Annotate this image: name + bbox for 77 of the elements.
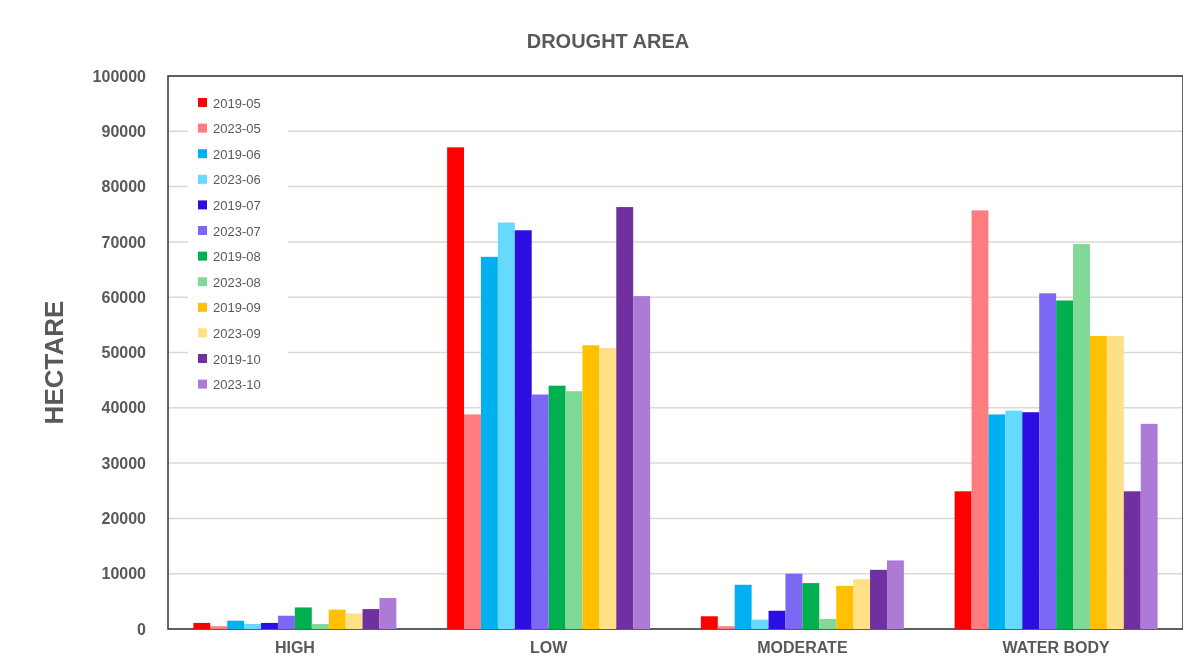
bar bbox=[193, 622, 211, 629]
y-tick-label: 0 bbox=[137, 620, 147, 638]
legend-label: 2023-10 bbox=[213, 377, 261, 393]
bar bbox=[480, 256, 498, 629]
bar bbox=[1106, 335, 1124, 629]
bar bbox=[599, 348, 617, 629]
bar bbox=[717, 626, 735, 629]
bar bbox=[294, 607, 312, 629]
bar bbox=[379, 598, 397, 629]
x-tick-label: LOW bbox=[529, 639, 569, 656]
bar bbox=[836, 585, 854, 629]
bar bbox=[1039, 293, 1057, 629]
bar bbox=[751, 619, 769, 629]
bar bbox=[210, 626, 228, 629]
legend-label: 2019-05 bbox=[213, 95, 261, 111]
y-tick-label: 90000 bbox=[101, 122, 147, 140]
y-tick-label: 60000 bbox=[101, 288, 147, 306]
bar bbox=[311, 624, 329, 629]
bar bbox=[954, 491, 972, 629]
legend-label: 2023-06 bbox=[213, 172, 261, 188]
x-tick-label: HIGH bbox=[274, 639, 315, 656]
y-tick-label: 70000 bbox=[101, 233, 147, 251]
bar bbox=[768, 610, 786, 629]
legend-label: 2019-09 bbox=[213, 300, 261, 316]
y-tick-label: 30000 bbox=[101, 454, 147, 472]
bar bbox=[548, 385, 566, 629]
bar bbox=[785, 573, 803, 629]
x-tick-label: MODERATE bbox=[757, 639, 848, 656]
bar bbox=[1073, 244, 1090, 629]
bar bbox=[971, 210, 989, 629]
bar bbox=[464, 414, 481, 629]
bar bbox=[1005, 410, 1023, 629]
legend-label: 2023-07 bbox=[213, 223, 261, 239]
legend-label: 2023-08 bbox=[213, 274, 261, 290]
legend-label: 2019-08 bbox=[213, 249, 261, 265]
legend-label: 2019-10 bbox=[213, 351, 261, 367]
y-tick-label: 20000 bbox=[101, 510, 147, 527]
bar bbox=[514, 230, 532, 629]
bar bbox=[277, 615, 295, 629]
bar bbox=[1056, 300, 1074, 629]
bar bbox=[870, 569, 887, 629]
bar bbox=[734, 584, 752, 629]
y-tick-label: 50000 bbox=[101, 344, 147, 362]
x-tick-label: WATER BODY bbox=[1002, 639, 1111, 656]
bar bbox=[227, 620, 245, 629]
bar bbox=[988, 414, 1006, 629]
chart-title: DROUGHT AREA bbox=[526, 30, 690, 52]
bar bbox=[886, 560, 904, 629]
bar bbox=[345, 613, 363, 629]
legend-label: 2023-05 bbox=[213, 121, 261, 137]
legend-label: 2019-07 bbox=[213, 197, 261, 213]
legend-label: 2023-09 bbox=[213, 325, 261, 341]
bar bbox=[565, 391, 583, 629]
y-tick-label: 100000 bbox=[92, 67, 147, 85]
bar bbox=[261, 622, 278, 629]
bar bbox=[1089, 335, 1107, 629]
bar bbox=[633, 296, 651, 629]
bar bbox=[531, 394, 549, 629]
bar bbox=[1140, 423, 1158, 629]
bar bbox=[853, 579, 871, 629]
y-tick-label: 80000 bbox=[101, 178, 147, 196]
bar bbox=[819, 619, 837, 629]
y-axis-title: HECTARE bbox=[39, 300, 69, 425]
bar bbox=[700, 616, 718, 629]
bar bbox=[497, 222, 515, 629]
bar bbox=[362, 609, 380, 629]
bar bbox=[582, 345, 600, 629]
bar bbox=[616, 207, 634, 629]
bar bbox=[1123, 491, 1141, 629]
bar bbox=[328, 609, 346, 629]
bar bbox=[1022, 412, 1040, 629]
legend-label: 2019-06 bbox=[213, 146, 261, 162]
bar bbox=[244, 624, 262, 629]
y-tick-label: 10000 bbox=[101, 565, 147, 583]
bar bbox=[802, 583, 820, 629]
y-tick-label: 40000 bbox=[101, 399, 147, 417]
bar bbox=[447, 147, 465, 629]
